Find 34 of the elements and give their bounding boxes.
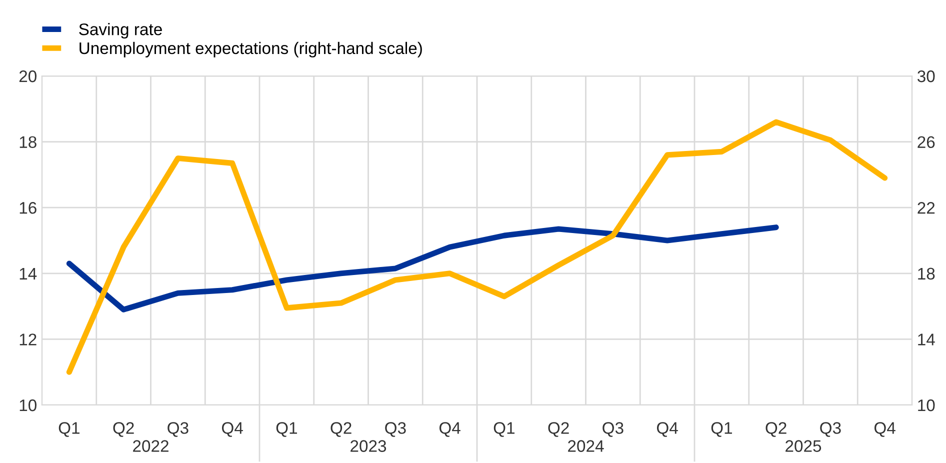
- text: 2022: [133, 440, 168, 452]
- y-tick-label: 18: [20, 136, 36, 148]
- x-tick-label: Q2: [113, 422, 134, 437]
- x-tick-label: Q2: [548, 422, 569, 437]
- x-tick-label: Q3: [385, 422, 406, 437]
- y-tick-label: 10: [20, 399, 36, 412]
- text: 2025: [786, 440, 822, 452]
- x-tick-label: Q4: [874, 422, 896, 437]
- y2-tick-label: 30: [917, 70, 935, 82]
- x-tick-label: Q4: [656, 422, 678, 437]
- x-tick-label: Q3: [820, 422, 841, 437]
- y2-tick-label: 10: [918, 399, 935, 412]
- y2-tick-label: 22: [918, 202, 935, 214]
- x-tick-label: Q1: [711, 422, 732, 437]
- text: 2024: [568, 440, 604, 452]
- x-tick-label: Q3: [168, 422, 188, 437]
- x-tick-label: Q4: [439, 422, 460, 437]
- x-tick-label: Q4: [222, 422, 243, 437]
- x-tick-label: Q2: [766, 422, 786, 437]
- legend-label: Saving rate: [79, 23, 162, 39]
- text: 2023: [350, 440, 386, 452]
- x-tick-label: Q3: [602, 422, 624, 437]
- legend-label: Unemployment expectations (right-hand scale): [80, 42, 422, 58]
- y2-tick-label: 26: [918, 136, 935, 148]
- x-tick-label: Q2: [330, 422, 352, 437]
- x-tick-label: Q1: [276, 422, 297, 437]
- y-tick-label: 12: [20, 334, 36, 346]
- y2-tick-label: 18: [918, 268, 935, 280]
- x-tick-label: Q1: [494, 422, 514, 437]
- y2-tick-label: 14: [918, 334, 935, 346]
- y-tick-label: 14: [20, 268, 37, 280]
- y-tick-label: 20: [19, 70, 36, 82]
- x-tick-label: Q1: [58, 422, 80, 437]
- y-tick-label: 16: [20, 202, 36, 214]
